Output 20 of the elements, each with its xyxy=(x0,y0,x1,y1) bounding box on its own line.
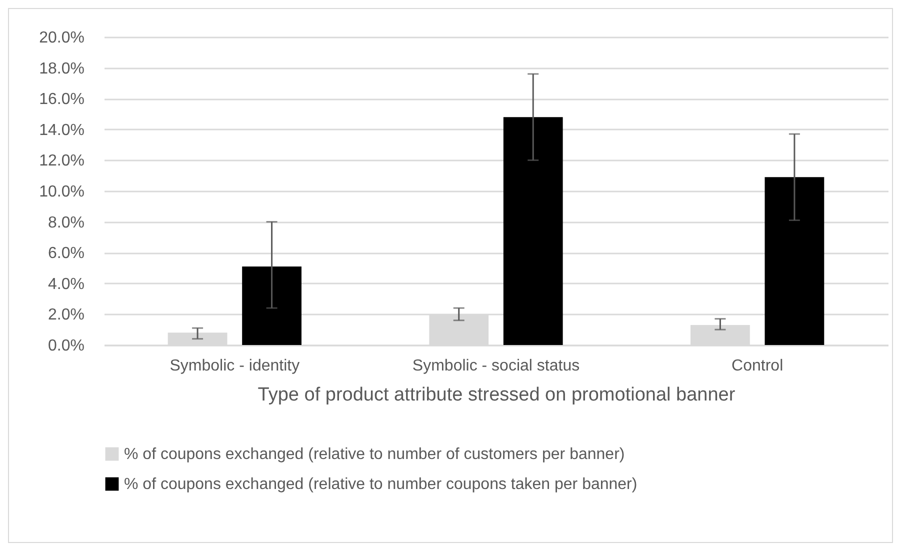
y-tick-label: 4.0% xyxy=(48,276,84,293)
y-tick-label: 6.0% xyxy=(48,245,84,262)
y-tick-label: 14.0% xyxy=(39,122,84,139)
x-tick-label: Control xyxy=(732,358,784,374)
y-tick-label: 0.0% xyxy=(48,338,84,354)
bar xyxy=(764,177,824,345)
y-tick-label: 2.0% xyxy=(48,306,84,324)
y-tick-label: 12.0% xyxy=(39,152,84,170)
legend-label: % of coupons exchanged (relative to number of customers per banner) xyxy=(124,446,625,463)
y-tick-label: 18.0% xyxy=(39,60,84,78)
x-axis-title: Type of product attribute stressed on promotional banner xyxy=(258,384,736,406)
y-tick-label: 16.0% xyxy=(39,91,84,108)
bar xyxy=(503,117,563,345)
legend-label: % of coupons exchanged (relative to number coupons taken per banner) xyxy=(124,476,638,493)
x-tick-label: Symbolic - social status xyxy=(412,358,580,374)
y-tick-label: 20.0% xyxy=(39,30,84,46)
bar xyxy=(242,266,302,345)
y-tick-label: 8.0% xyxy=(48,214,84,232)
y-tick-label: 10.0% xyxy=(39,184,84,200)
x-tick-label: Symbolic - identity xyxy=(170,358,300,374)
